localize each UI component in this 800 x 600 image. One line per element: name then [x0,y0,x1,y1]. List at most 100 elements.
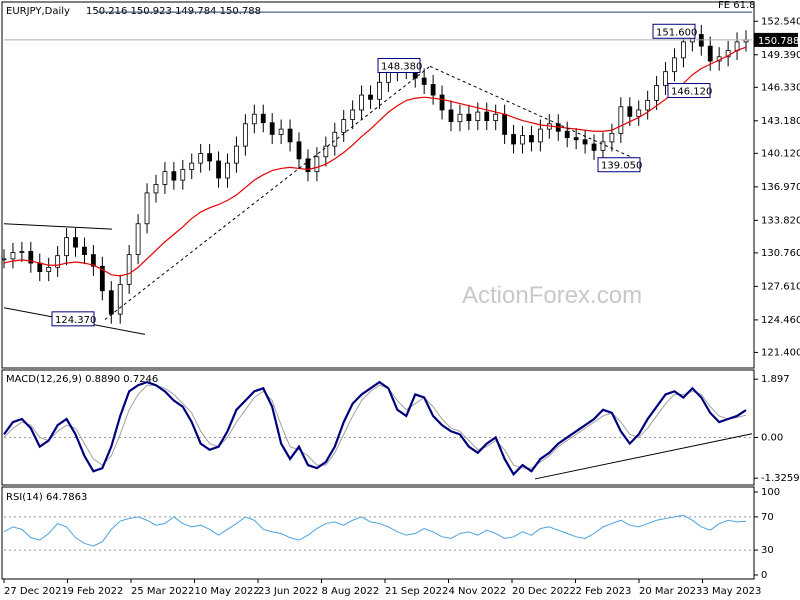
price-bar [457,113,463,123]
price-bar [654,85,660,101]
price-annotation-box [652,23,696,39]
price-bar [439,94,445,111]
price-bar [82,246,87,255]
rsi-title: RSI(14) 64.7863 [6,492,87,503]
rsi-tick-label: 100 [761,487,780,498]
macd-panel [1,369,755,486]
price-bar [430,84,436,96]
price-bar [28,251,34,264]
price-bar [305,158,311,173]
price-bar [1,258,7,261]
x-tick-label: 25 Mar 2022 [131,586,194,597]
price-bar [359,94,364,111]
price-bar [627,106,633,117]
price-bar [663,71,668,86]
x-tick-label: 10 May 2022 [195,586,260,597]
macd-signal-line [3,384,747,469]
price-bar [180,169,186,181]
price-bar [19,251,25,253]
price-annotation-box [667,83,711,99]
price-tick-label: 124.460 [761,315,800,326]
price-annotation-box [377,58,421,74]
x-tick-label: 2 Feb 2023 [576,586,632,597]
price-bar [296,141,302,160]
price-tick-label: 152.540 [761,16,800,27]
price-bar [564,130,570,139]
price-annotation-label: 124.370 [55,315,96,326]
price-bar [707,45,713,62]
price-bar [225,162,230,179]
x-tick-label: 23 Jun 2022 [258,586,318,597]
price-bar [475,111,481,121]
x-tick-label: 8 Aug 2022 [322,586,380,597]
price-bar [672,57,677,73]
price-bar [189,162,195,170]
price-bar [260,113,266,124]
price-bar [314,156,320,173]
x-tick-label: 21 Sep 2022 [385,586,448,597]
price-annotation-label: 139.050 [601,161,642,172]
x-tick-label: 3 May 2023 [703,586,762,597]
price-bar [234,145,239,164]
trend-down-dashed-line [429,65,641,162]
rsi-tick-label: 70 [761,512,774,523]
price-bar [484,111,490,121]
last-price-box [754,32,798,47]
price-title: EURJPY,Daily [6,6,70,17]
price-annotation-box [51,311,95,327]
x-tick-label: 20 Dec 2022 [512,586,576,597]
trend-up-dashed-line [104,65,431,320]
price-annotation-label: 151.600 [656,27,697,38]
price-bar [216,160,221,179]
price-bar [171,171,177,181]
price-bar [207,153,213,162]
price-bar [269,122,275,135]
price-bar [144,192,150,225]
price-annotation-label: 148.380 [381,62,422,73]
price-bar [421,77,427,85]
channel-upper-line [3,223,113,230]
x-tick-label: 4 Nov 2022 [449,586,507,597]
price-bar [126,254,132,285]
price-tick-label: 130.760 [761,248,800,259]
x-tick-label: 9 Feb 2022 [68,586,124,597]
sma-line [3,46,747,277]
price-bar [64,237,69,257]
price-bar [725,50,731,58]
price-bar [117,283,123,315]
watermark: ActionForex.com [462,282,642,309]
price-bar [368,94,373,100]
x-tick-label: 20 Mar 2023 [639,586,702,597]
price-tick-label: 149.390 [761,50,800,61]
price-bar [529,135,534,143]
price-bar [99,265,105,292]
x-tick-label: 27 Dec 2021 [4,586,68,597]
price-tick-label: 121.400 [761,347,800,358]
ohlc-readout: 150.216 150.923 149.784 150.788 [86,6,261,17]
price-annotation-box [597,157,641,173]
macd-trend-line [534,433,753,480]
price-bar [734,41,740,51]
price-bar [681,41,686,59]
price-bar [251,113,257,125]
price-bar [108,290,114,315]
price-bar [591,143,597,151]
macd-title: MACD(12,26,9) 0.8890 0.7246 [6,374,158,385]
price-bar [636,109,642,117]
macd-tick-label: -1.3259 [761,473,800,484]
last-price-label: 150.788 [758,36,799,47]
price-bar [350,109,356,120]
macd-tick-label: 0.00 [761,432,783,443]
price-bar [278,128,284,135]
price-bar [135,223,141,255]
rsi-tick-label: 0 [761,570,767,581]
price-bar [37,262,43,273]
price-bar [645,99,651,111]
rsi-panel [1,486,755,580]
rsi-tick-label: 30 [761,545,774,556]
price-panel [1,1,755,369]
price-bar [323,145,329,158]
price-bar [520,135,525,145]
price-bar [511,134,516,145]
